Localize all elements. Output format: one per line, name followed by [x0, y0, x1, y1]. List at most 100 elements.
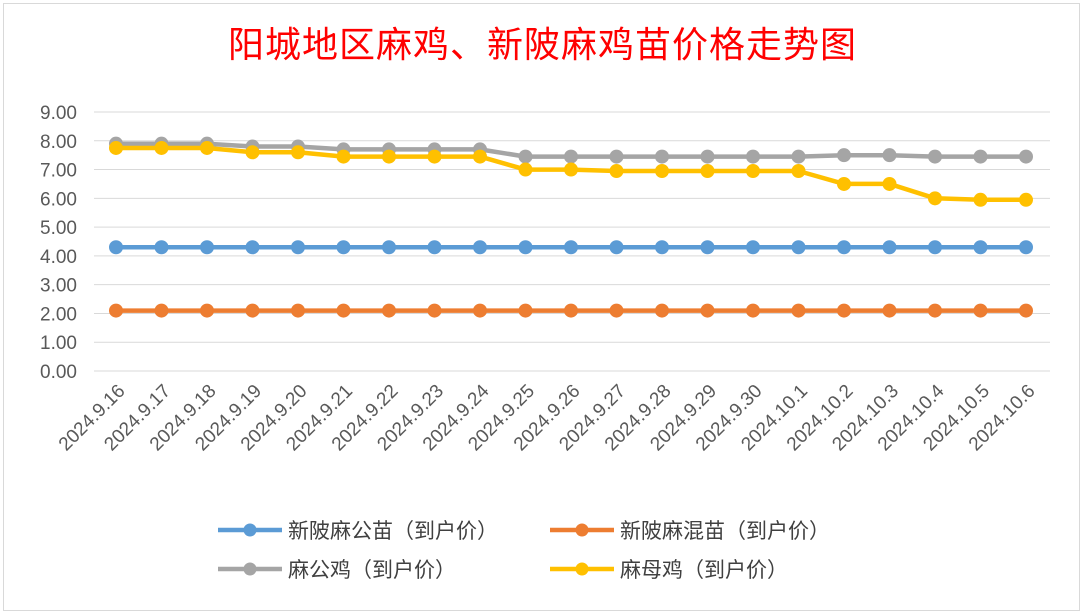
data-point: [746, 149, 760, 164]
series-1: [109, 240, 1033, 255]
data-point: [245, 145, 260, 160]
data-point: [882, 176, 897, 191]
data-point: [473, 149, 487, 164]
data-point: [700, 163, 715, 178]
data-point: [700, 240, 715, 255]
data-point: [109, 240, 123, 255]
data-point: [336, 149, 351, 164]
data-point: [928, 303, 942, 318]
data-point: [609, 163, 624, 178]
y-tick-label: 8.00: [40, 132, 77, 153]
y-tick-label: 1.00: [40, 333, 77, 354]
data-point: [200, 240, 214, 255]
data-point: [609, 303, 624, 318]
data-point: [655, 240, 669, 255]
data-point: [200, 303, 214, 318]
data-point: [746, 240, 760, 255]
data-point: [700, 149, 715, 164]
data-point: [655, 163, 669, 178]
legend-item: 新陂麻公苗（到户价）: [218, 519, 498, 543]
data-point: [473, 240, 487, 255]
data-point: [1019, 303, 1033, 318]
data-point: [973, 240, 988, 255]
data-point: [928, 149, 942, 164]
data-point: [973, 303, 988, 318]
y-tick-label: 9.00: [40, 103, 77, 124]
data-point: [882, 303, 897, 318]
data-point: [837, 148, 851, 163]
data-point: [154, 140, 169, 155]
data-point: [791, 303, 806, 318]
y-tick-label: 6.00: [40, 189, 77, 210]
data-point: [791, 240, 806, 255]
legend-marker: [575, 523, 589, 537]
data-point: [518, 303, 533, 318]
data-point: [973, 149, 988, 164]
data-point: [791, 149, 806, 164]
data-point: [291, 240, 305, 255]
data-point: [837, 303, 851, 318]
data-point: [882, 240, 897, 255]
series-4: [109, 140, 1033, 207]
data-point: [382, 240, 396, 255]
legend: 新陂麻公苗（到户价） 新陂麻混苗（到户价） 麻公鸡（到户价） 麻母鸡（到户价）: [218, 519, 830, 582]
data-point: [427, 149, 442, 164]
data-point: [109, 303, 123, 318]
data-point: [382, 149, 396, 164]
legend-label: 新陂麻公苗（到户价）: [288, 519, 498, 543]
data-point: [336, 240, 351, 255]
data-point: [336, 303, 351, 318]
data-point: [564, 303, 578, 318]
data-point: [291, 303, 305, 318]
x-axis: 2024.9.162024.9.172024.9.182024.9.192024…: [55, 380, 1040, 455]
legend-marker: [243, 562, 257, 576]
y-tick-label: 3.00: [40, 276, 77, 297]
data-point: [245, 303, 260, 318]
data-point: [655, 303, 669, 318]
data-point: [245, 240, 260, 255]
data-point: [564, 240, 578, 255]
data-point: [928, 240, 942, 255]
legend-item: 麻公鸡（到户价）: [218, 558, 456, 582]
data-point: [564, 162, 578, 177]
data-point: [928, 191, 942, 206]
data-point: [746, 303, 760, 318]
y-tick-label: 7.00: [40, 161, 77, 182]
data-point: [1019, 149, 1033, 164]
data-point: [291, 145, 305, 160]
data-point: [746, 163, 760, 178]
data-point: [609, 149, 624, 164]
y-tick-label: 2.00: [40, 304, 77, 325]
data-point: [518, 240, 533, 255]
data-point: [154, 240, 169, 255]
data-point: [109, 140, 123, 155]
data-point: [973, 192, 988, 207]
data-point: [427, 240, 442, 255]
data-point: [837, 240, 851, 255]
y-tick-label: 0.00: [40, 362, 77, 383]
data-point: [1019, 240, 1033, 255]
data-point: [882, 148, 897, 163]
data-point: [473, 303, 487, 318]
chart-title: 阳城地区麻鸡、新陂麻鸡苗价格走势图: [227, 25, 857, 66]
y-tick-label: 4.00: [40, 247, 77, 268]
chart-area: [3, 3, 1080, 611]
data-point: [655, 149, 669, 164]
data-point: [427, 303, 442, 318]
legend-label: 新陂麻混苗（到户价）: [620, 519, 830, 543]
legend-label: 麻母鸡（到户价）: [620, 558, 788, 582]
data-point: [382, 303, 396, 318]
data-point: [837, 176, 851, 191]
data-point: [564, 149, 578, 164]
y-axis: 0.00 1.00 2.00 3.00 4.00 5.00 6.00 7.00 8.00 9.00: [40, 103, 77, 383]
data-point: [1019, 192, 1033, 207]
data-point: [200, 140, 214, 155]
data-point: [518, 149, 533, 164]
data-point: [154, 303, 169, 318]
legend-label: 麻公鸡（到户价）: [288, 558, 456, 582]
data-point: [609, 240, 624, 255]
data-point: [518, 162, 533, 177]
legend-item: 新陂麻混苗（到户价）: [550, 519, 830, 543]
legend-item: 麻母鸡（到户价）: [550, 558, 788, 582]
data-point: [700, 303, 715, 318]
